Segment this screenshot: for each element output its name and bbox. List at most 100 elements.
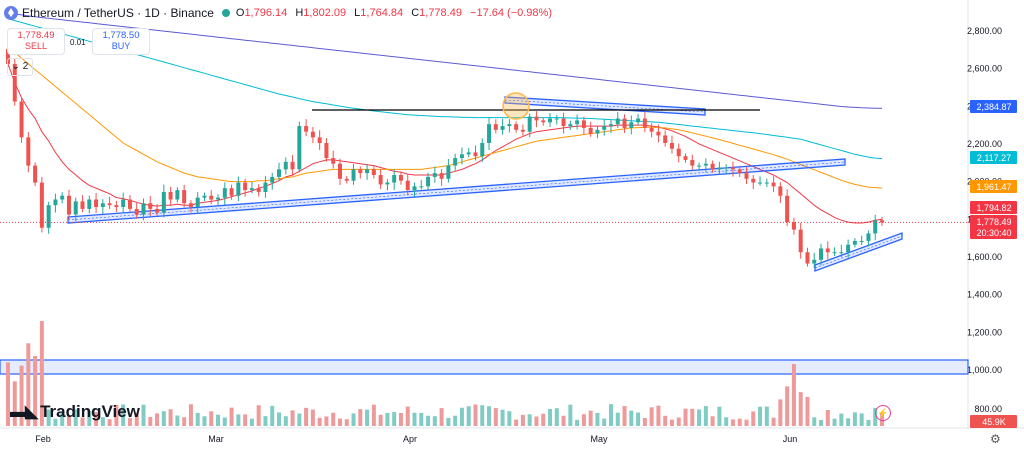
candle: [283, 161, 288, 170]
y-tick-label: 1,200.00: [967, 327, 1002, 337]
candle: [371, 169, 376, 176]
candle: [432, 173, 437, 177]
buy-button[interactable]: 1,778.50 BUY: [92, 28, 150, 55]
candle: [358, 169, 363, 174]
candle: [331, 158, 336, 164]
candle: [209, 195, 214, 200]
indicators-toggle-button[interactable]: ⌄ 2: [7, 58, 33, 76]
support-zone-box: [0, 359, 969, 375]
candle: [229, 188, 234, 196]
candle: [798, 229, 803, 253]
candle: [717, 167, 722, 170]
volume-bar: [656, 405, 661, 426]
candle: [398, 175, 403, 181]
candle: [602, 126, 607, 130]
candle: [148, 203, 153, 209]
candle: [785, 195, 790, 223]
price-tag: [970, 226, 1017, 239]
volume-bar: [53, 418, 58, 426]
volume-bar: [744, 419, 749, 426]
candle: [771, 182, 776, 187]
volume-bar: [80, 417, 85, 426]
candle: [548, 118, 553, 123]
x-tick-label: Apr: [403, 434, 417, 444]
candle: [39, 182, 44, 228]
volume-bar: [608, 404, 613, 426]
candle: [663, 135, 668, 143]
candle: [575, 120, 580, 125]
volume-bar: [669, 419, 674, 426]
candle: [378, 175, 383, 185]
candle: [568, 124, 573, 127]
candle: [520, 129, 525, 132]
candle: [446, 165, 451, 179]
gear-icon[interactable]: ⚙: [990, 432, 1001, 446]
candle: [26, 137, 31, 166]
volume-bar: [283, 416, 288, 426]
candle: [33, 165, 38, 183]
volume-bar: [419, 412, 424, 426]
volume-bar: [703, 406, 708, 426]
volume-bar: [432, 416, 437, 426]
volume-bar: [764, 406, 769, 426]
candle: [534, 116, 539, 121]
y-tick-label: 2,800.00: [967, 26, 1002, 36]
volume-bar: [453, 415, 458, 426]
candle: [778, 186, 783, 196]
candle: [873, 220, 878, 234]
volume-bar: [805, 396, 810, 426]
volume-bar: [127, 418, 132, 426]
candle: [744, 173, 749, 179]
sell-button[interactable]: 1,778.49 SELL: [7, 28, 65, 55]
candle: [304, 126, 309, 132]
volume-bar: [439, 408, 444, 426]
candle: [859, 240, 864, 242]
short-trendline-channel-mid: [814, 235, 903, 269]
volume-bar: [277, 412, 282, 426]
volume-bar: [46, 409, 51, 426]
candle: [588, 127, 593, 134]
candle: [581, 120, 586, 128]
indicator-count: 2: [22, 61, 29, 72]
chart-header: Ethereum / TetherUS · 1D · Binance O1,79…: [4, 6, 557, 20]
volume-bar: [778, 399, 783, 426]
high-value: 1,802.09: [303, 7, 347, 19]
candle: [161, 191, 166, 213]
x-tick-label: Feb: [35, 434, 51, 444]
volume-bar: [256, 405, 261, 426]
lightning-icon[interactable]: ⚡: [875, 405, 891, 421]
volume-bar: [134, 412, 139, 426]
volume-bar: [304, 407, 309, 426]
candle: [114, 205, 119, 208]
candle: [60, 195, 65, 200]
candle: [419, 186, 424, 188]
candle: [839, 252, 844, 254]
candle: [636, 118, 641, 123]
candle: [412, 186, 417, 191]
volume-bar: [73, 409, 78, 426]
candle: [669, 143, 674, 149]
volume-bar: [493, 408, 498, 426]
candle: [141, 203, 146, 215]
volume-bar: [344, 419, 349, 426]
chevron-down-icon: ⌄: [11, 61, 21, 72]
volume-bar: [500, 409, 505, 426]
volume-bar: [724, 417, 729, 426]
close-value: 1,778.49: [419, 7, 462, 19]
candle: [758, 182, 763, 184]
candle: [73, 201, 78, 215]
price-tag: [970, 215, 1017, 228]
upper-trendline-channel-mid: [504, 99, 706, 113]
volume-bar: [473, 404, 478, 426]
volume-bar: [426, 415, 431, 426]
candle: [297, 126, 302, 170]
symbol-title[interactable]: Ethereum / TetherUS · 1D · Binance: [22, 6, 214, 20]
candle: [222, 188, 227, 198]
candle: [466, 152, 471, 155]
y-tick-label: 1,600.00: [967, 252, 1002, 262]
candle: [480, 143, 485, 157]
y-tick-label: 2,200.00: [967, 139, 1002, 149]
candle: [249, 188, 254, 191]
volume-bar: [202, 416, 207, 426]
